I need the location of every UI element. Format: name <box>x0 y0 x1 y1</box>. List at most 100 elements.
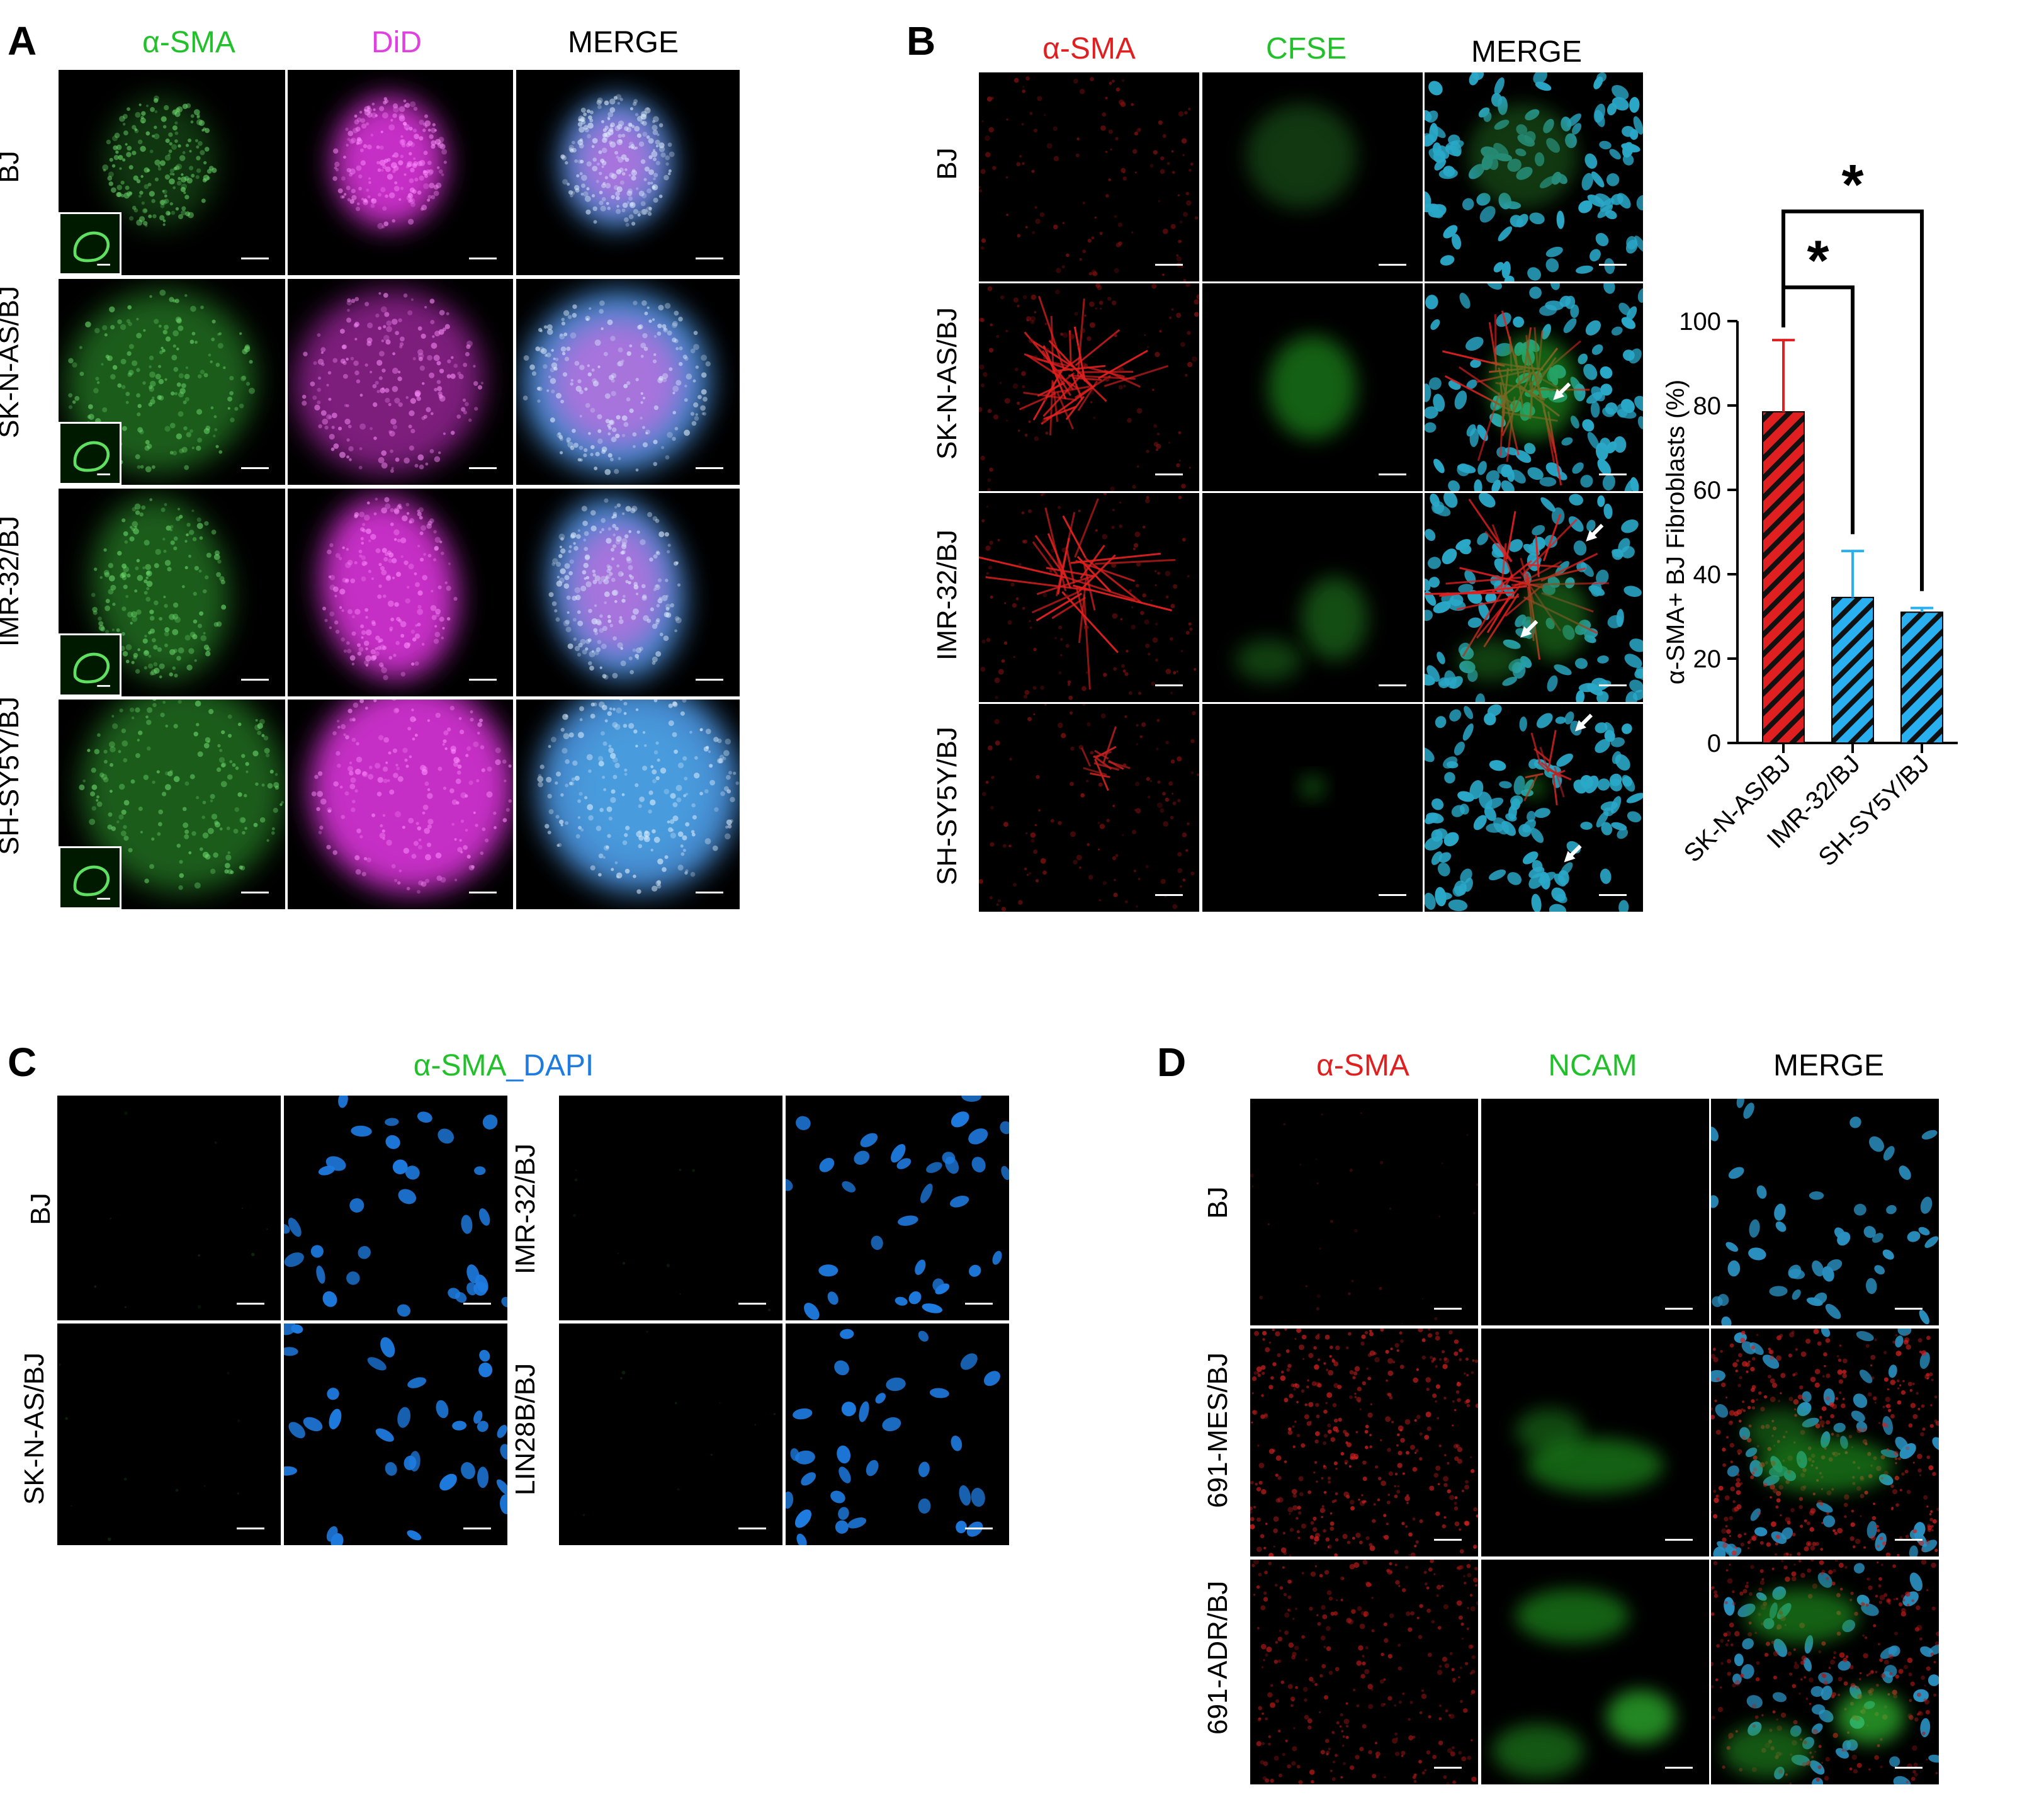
panel-c-sma-image <box>57 1096 281 1320</box>
panel-b-header-2: CFSE <box>1265 32 1347 65</box>
panel-d-sma-image <box>1250 1329 1478 1556</box>
scale-bar <box>738 1303 766 1305</box>
panel-b-sma-image <box>979 283 1199 491</box>
panel-c-sma-image <box>57 1324 281 1545</box>
panel-a-header-2: DiD <box>371 26 422 59</box>
panel-d-header-1: α-SMA <box>1316 1049 1409 1082</box>
panel-a-header-3: MERGE <box>567 26 679 59</box>
panel-c-dapi-image <box>786 1096 1009 1320</box>
bar-sk-n-as-bj <box>1762 411 1805 744</box>
scale-bar <box>1379 894 1406 896</box>
scale-bar <box>469 892 497 893</box>
scale-bar <box>1599 894 1627 896</box>
panel-c-header-sma: α-SMA <box>413 1049 507 1082</box>
panel-b-merge-image <box>1425 704 1643 912</box>
y-tick-label: 60 <box>1693 477 1722 504</box>
panel-d-ncam-image <box>1481 1099 1709 1325</box>
panel-c-row-label-4: LIN28B/BJ <box>510 1363 541 1496</box>
scale-bar <box>463 1303 491 1305</box>
zoom-inset <box>59 212 121 275</box>
panel-d-header-2: NCAM <box>1548 1049 1637 1082</box>
scale-bar <box>696 892 723 893</box>
panel-a-merge-image <box>516 279 740 485</box>
panel-b-sma-image <box>979 704 1199 912</box>
significance-star: * <box>1807 229 1829 292</box>
panel-b-merge-image <box>1425 283 1643 491</box>
scale-bar <box>1665 1539 1693 1541</box>
panel-d-merge-image <box>1711 1329 1939 1556</box>
scale-bar <box>1599 473 1627 475</box>
scale-bar <box>696 679 723 681</box>
scale-bar <box>1895 1539 1923 1541</box>
panel-c-dapi-image <box>284 1096 507 1320</box>
scale-bar <box>1379 684 1406 686</box>
panel-label-b: B <box>906 18 936 64</box>
panel-b-merge-image <box>1425 72 1643 281</box>
panel-a-row-label-3: IMR-32/BJ <box>0 516 25 647</box>
panel-a-merge-image <box>516 700 740 909</box>
panel-c-sma-image <box>559 1096 782 1320</box>
panel-c-header: α-SMA_DAPI <box>390 1048 617 1083</box>
panel-d-merge-image <box>1711 1099 1939 1325</box>
panel-d-row-label-2: 691-MES/BJ <box>1202 1352 1233 1508</box>
scale-bar <box>463 1528 491 1529</box>
panel-a-merge-image <box>516 70 740 275</box>
panel-b-cfse-image <box>1202 283 1423 491</box>
y-tick-label: 0 <box>1707 730 1721 757</box>
panel-b-header-1: α-SMA <box>1042 32 1136 65</box>
panel-d-row-label-3: 691-ADR/BJ <box>1202 1580 1233 1735</box>
panel-a-did-image <box>288 70 513 275</box>
scale-bar <box>469 467 497 469</box>
scale-bar <box>469 679 497 681</box>
scale-bar <box>965 1528 993 1529</box>
scale-bar <box>1665 1308 1693 1310</box>
panel-c-sma-image <box>559 1324 782 1545</box>
panel-a-row-label-2: SK-N-AS/BJ <box>0 285 25 438</box>
scale-bar <box>1895 1767 1923 1769</box>
panel-label-d: D <box>1157 1040 1187 1085</box>
scale-bar <box>469 258 497 259</box>
panel-a-header-1: α-SMA <box>142 26 235 59</box>
panel-d-sma-image <box>1250 1099 1478 1325</box>
panel-d-ncam-image <box>1481 1560 1709 1784</box>
scale-bar <box>1434 1308 1462 1310</box>
scale-bar <box>237 1303 264 1305</box>
scale-bar <box>738 1528 766 1529</box>
panel-c-row-label-3: IMR-32/BJ <box>510 1143 541 1274</box>
panel-a-did-image <box>288 489 513 696</box>
scale-bar <box>241 467 269 469</box>
scale-bar <box>1155 894 1183 896</box>
panel-b-row-label-1: BJ <box>932 147 963 180</box>
y-axis-label: α-SMA+ BJ Fibroblasts (%) <box>1662 380 1690 684</box>
panel-b-cfse-image <box>1202 72 1423 281</box>
panel-c-dapi-image <box>284 1324 507 1545</box>
panel-b-row-label-3: IMR-32/BJ <box>932 530 963 660</box>
panel-b-row-label-4: SH-SY5Y/BJ <box>932 727 963 885</box>
panel-d-row-label-1: BJ <box>1202 1186 1233 1219</box>
panel-label-c: C <box>8 1040 37 1085</box>
scale-bar <box>696 258 723 259</box>
panel-label-a: A <box>8 18 37 64</box>
y-tick-label: 80 <box>1693 392 1722 420</box>
panel-d-merge-image <box>1711 1560 1939 1784</box>
panel-b-row-label-2: SK-N-AS/BJ <box>932 307 963 460</box>
zoom-inset <box>59 422 121 485</box>
panel-a-sma-image <box>59 489 285 696</box>
scale-bar <box>965 1303 993 1305</box>
scale-bar <box>696 467 723 469</box>
panel-c-dapi-image <box>786 1324 1009 1545</box>
bar-imr-32-bj <box>1831 596 1874 744</box>
scale-bar <box>1155 264 1183 266</box>
scale-bar <box>1599 684 1627 686</box>
zoom-inset <box>59 633 121 696</box>
panel-a-merge-image <box>516 489 740 696</box>
y-tick-label: 20 <box>1693 645 1722 673</box>
scale-bar <box>1155 684 1183 686</box>
panel-b-cfse-image <box>1202 493 1423 702</box>
scale-bar <box>241 258 269 259</box>
significance-star: * <box>1841 157 1863 217</box>
panel-b-merge-image <box>1425 493 1643 702</box>
scale-bar <box>241 892 269 893</box>
panel-a-did-image <box>288 279 513 485</box>
